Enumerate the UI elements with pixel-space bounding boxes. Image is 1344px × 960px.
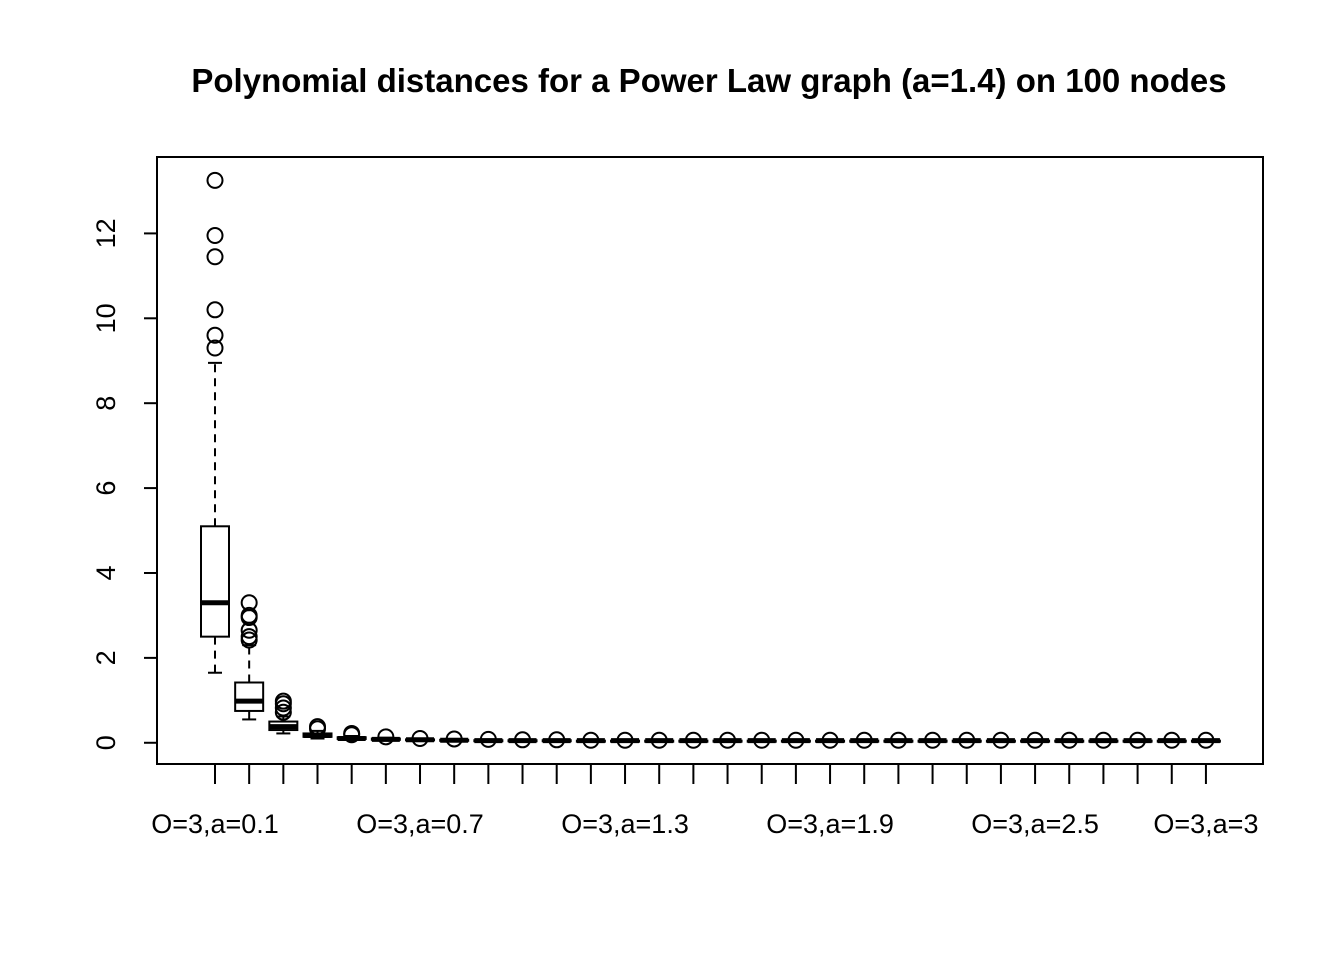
outlier-point [343,724,361,742]
box-30 [1190,731,1221,749]
y-tick-label: 10 [91,303,121,333]
x-tick-label: O=3,a=1.9 [766,809,894,839]
outlier-point [206,301,224,319]
box-3 [268,692,299,735]
outlier-point [582,731,600,749]
box-11 [541,731,572,749]
outlier-point [821,731,839,749]
box-iqr [234,681,265,712]
x-tick-label: O=3,a=0.1 [151,809,279,839]
outlier-point [992,731,1010,749]
outlier-point [479,730,497,748]
box-20 [849,731,880,749]
outlier-point [206,171,224,189]
outlier-point [548,731,566,749]
outlier-point [1060,731,1078,749]
y-tick-label: 12 [91,218,121,248]
outlier-point [1163,731,1181,749]
outlier-point [206,248,224,266]
box-8 [439,730,470,748]
box-19 [815,731,846,749]
box-18 [780,731,811,749]
outlier-point [1094,731,1112,749]
box-1 [200,171,230,674]
outlier-point [855,731,873,749]
x-tick-label: O=3,a=0.7 [356,809,484,839]
outlier-point [274,699,292,717]
box-16 [712,731,743,749]
box-25 [1020,731,1051,749]
box-2 [234,594,265,721]
outlier-point [274,703,292,721]
outlier-point [787,731,805,749]
outlier-point [411,730,429,748]
boxes-group [200,171,1221,749]
x-tick-label: O=3,a=2.5 [971,809,1099,839]
y-tick-label: 6 [91,481,121,496]
outlier-point [445,730,463,748]
outlier-point [650,731,668,749]
box-22 [917,731,948,749]
x-tick-label: O=3,a=1.3 [561,809,689,839]
outlier-point [206,339,224,357]
chart-title: Polynomial distances for a Power Law gra… [191,62,1226,99]
outlier-point [514,731,532,749]
box-5 [336,724,367,744]
box-9 [473,730,504,748]
outlier-point [377,728,395,746]
y-tick-label: 2 [91,650,121,665]
box-13 [610,731,641,749]
box-7 [405,730,436,748]
box-14 [644,731,675,749]
outlier-point [274,692,292,710]
outlier-point [1026,731,1044,749]
x-tick-label: O=3,a=3 [1153,809,1258,839]
y-tick-label: 0 [91,735,121,750]
box-23 [951,731,982,749]
box-21 [883,731,914,749]
outlier-point [206,326,224,344]
box-iqr [200,525,230,638]
outlier-point [240,606,258,624]
outlier-point [240,628,258,646]
box-10 [507,731,538,749]
box-27 [1088,731,1119,749]
box-15 [678,731,709,749]
outlier-point [309,718,327,736]
outlier-point [719,731,737,749]
box-6 [370,728,401,746]
box-28 [1122,731,1153,749]
box-24 [985,731,1016,749]
x-axis: O=3,a=0.1 O=3,a=0.7 O=3,a=1.3 O=3,a=1.9 O=3,… [151,763,1258,839]
outlier-point [889,731,907,749]
box-29 [1156,731,1187,749]
outlier-point [684,731,702,749]
y-tick-label: 4 [91,565,121,580]
outlier-point [958,731,976,749]
box-26 [1054,731,1085,749]
plot-frame [156,156,1264,765]
outlier-point [924,731,942,749]
box-4 [302,718,333,740]
outlier-point [753,731,771,749]
box-17 [746,731,777,749]
y-axis: 0 2 4 6 8 10 12 [91,218,158,750]
outlier-point [616,731,634,749]
y-tick-label: 8 [91,396,121,411]
box-12 [575,731,606,749]
outlier-point [206,227,224,245]
outlier-point [1197,731,1215,749]
outlier-point [240,594,258,612]
outlier-point [1129,731,1147,749]
